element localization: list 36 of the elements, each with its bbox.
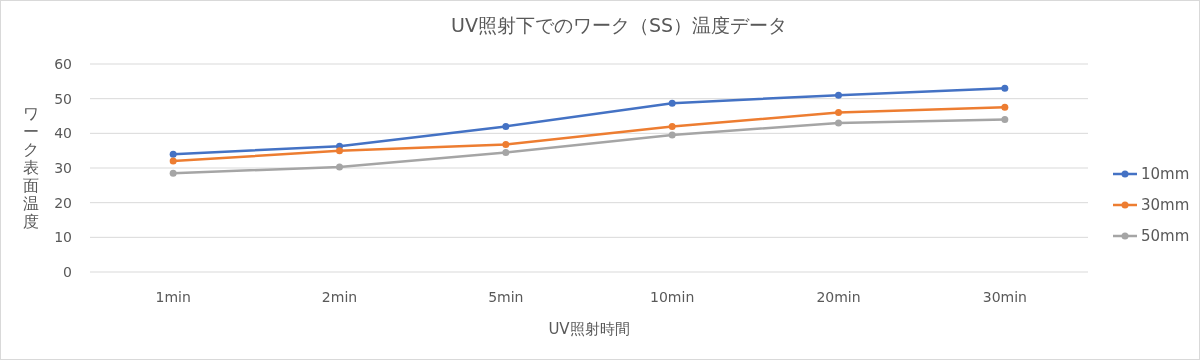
legend-label: 10mm <box>1141 165 1190 183</box>
legend-label: 50mm <box>1141 227 1190 245</box>
point <box>835 91 842 99</box>
point <box>835 119 842 127</box>
y-tick-label: 10 <box>54 229 72 246</box>
y-tick-label: 40 <box>54 125 72 142</box>
y-tick-label: 20 <box>54 194 72 211</box>
y-tick-label: 0 <box>63 264 72 280</box>
point <box>169 150 177 158</box>
x-tick-label: 20min <box>816 289 861 305</box>
x-tick-label: 30min <box>982 289 1027 305</box>
point <box>502 140 510 148</box>
point <box>336 163 343 171</box>
x-tick-label: 2min <box>321 289 358 305</box>
point <box>835 109 842 117</box>
point <box>502 122 510 130</box>
y-tick-label: 30 <box>54 160 72 176</box>
legend-label: 30mm <box>1141 196 1190 214</box>
y-tick-label: 60 <box>54 56 72 72</box>
point <box>169 169 177 177</box>
x-axis-title: UV照射時間 <box>548 320 630 338</box>
point <box>668 99 676 107</box>
chart-title: UV照射下でのワーク（SS）温度データ <box>450 14 788 36</box>
y-tick-label: 50 <box>54 90 72 107</box>
point <box>502 148 510 156</box>
point <box>1001 84 1009 92</box>
point <box>1001 115 1009 123</box>
point <box>668 131 676 139</box>
y-axis-title: ワーク表面温度 <box>22 104 39 231</box>
point <box>336 147 343 155</box>
point <box>169 157 177 165</box>
x-tick-label: 10min <box>650 289 695 305</box>
x-tick-label: 1min <box>155 289 191 305</box>
point <box>668 122 676 130</box>
point <box>1001 103 1009 111</box>
x-tick-label: 5min <box>488 289 524 305</box>
